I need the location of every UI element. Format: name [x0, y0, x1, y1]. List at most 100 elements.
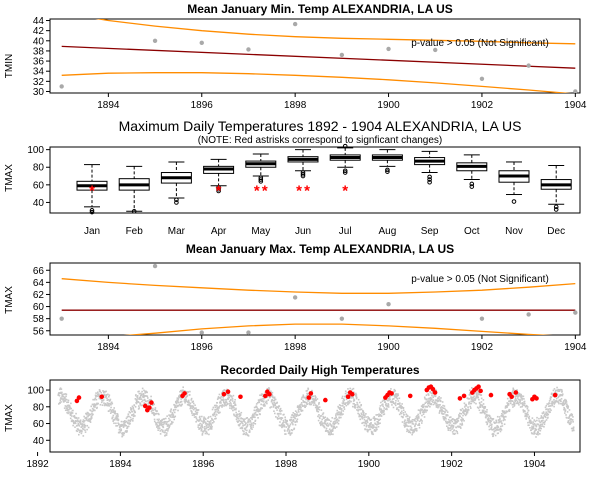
panel4-daily-point: [539, 433, 541, 435]
panel4-daily-point: [195, 417, 198, 420]
panel4-daily-point: [158, 424, 161, 427]
panel4-daily-point: [431, 392, 434, 395]
panel4-daily-point: [400, 406, 402, 409]
panel4-daily-point: [125, 417, 128, 420]
panel4-daily-point: [116, 417, 119, 420]
panel4-daily-point: [177, 397, 179, 400]
panel4-daily-point: [529, 419, 532, 422]
panel4-daily-point: [255, 406, 257, 408]
panel4-extreme-point: [476, 384, 481, 389]
panel4-daily-point: [561, 393, 564, 395]
panel4-daily-point: [392, 401, 394, 403]
panel4-daily-point: [246, 429, 248, 432]
panel4-daily-point: [516, 402, 519, 405]
panel4-daily-point: [267, 399, 270, 401]
panel4-daily-point: [214, 418, 216, 420]
panel2-outlier: [174, 197, 179, 203]
panel4-daily-point: [113, 422, 115, 425]
panel4-daily-point: [344, 392, 347, 395]
panel4-daily-point: [502, 419, 505, 422]
panel4-daily-point: [170, 423, 172, 425]
panel2-outlier: [553, 207, 559, 212]
panel4-daily-point: [365, 416, 367, 418]
panel4-daily-point: [70, 420, 73, 423]
panel4-daily-point: [426, 406, 429, 408]
panel4-daily-point: [493, 428, 495, 431]
panel4-daily-point: [423, 410, 425, 412]
panel4-daily-point: [460, 419, 462, 421]
panel4-daily-point: [430, 403, 433, 406]
panel4-daily-point: [285, 433, 287, 435]
panel4-daily-point: [203, 420, 206, 422]
panel4-daily-point: [314, 404, 317, 406]
panel4-daily-point: [68, 411, 70, 413]
panel4-daily-point: [373, 430, 376, 432]
panel4-daily-point: [248, 418, 250, 420]
panel4-daily-point: [525, 414, 528, 416]
panel4-title: Recorded Daily High Temperatures: [220, 363, 419, 377]
panel4-daily-point: [139, 396, 142, 399]
panel4-daily-point: [93, 403, 96, 405]
panel4-daily-point: [291, 420, 294, 422]
panel4-daily-point: [317, 410, 320, 413]
panel4-daily-point: [143, 389, 145, 392]
panel4-daily-point: [181, 392, 183, 395]
panel4-daily-point: [236, 416, 238, 418]
panel4-daily-point: [137, 408, 140, 410]
panel4-daily-point: [132, 417, 134, 420]
panel4-daily-point: [557, 396, 560, 399]
panel4-daily-point: [330, 424, 333, 427]
panel4-daily-point: [115, 422, 117, 425]
panel4-daily-point: [496, 425, 498, 427]
panel4-daily-point: [222, 390, 224, 393]
panel4-daily-point: [271, 395, 274, 398]
panel4-daily-point: [297, 411, 300, 413]
panel4-daily-point: [136, 396, 139, 399]
panel1-data-point: [339, 52, 345, 58]
panel4-daily-point: [163, 422, 166, 424]
panel4-daily-point: [209, 420, 212, 422]
panel4-daily-point: [565, 414, 567, 416]
panel4-daily-point: [311, 389, 313, 392]
panel4-daily-point: [378, 413, 380, 416]
panel4-daily-point: [142, 394, 145, 397]
panel4-daily-point: [306, 393, 309, 395]
panel4-daily-point: [568, 416, 571, 418]
panel2-frame: [49, 146, 581, 214]
panel4-daily-point: [95, 398, 98, 401]
panel4-daily-point: [516, 400, 519, 403]
panel3-x-tick-label: 1894: [97, 342, 120, 353]
panel4-daily-point: [538, 425, 541, 427]
panel4-daily-point: [226, 393, 228, 396]
panel4-daily-point: [424, 397, 426, 400]
panel4-daily-point: [271, 398, 274, 401]
panel4-daily-point: [473, 401, 476, 404]
panel4-daily-point: [461, 419, 463, 421]
panel4-daily-point: [61, 395, 64, 398]
panel4-daily-point: [126, 430, 128, 432]
panel4-daily-point: [74, 417, 77, 419]
panel4-daily-point: [502, 414, 504, 416]
panel4-daily-point: [202, 421, 205, 424]
panel4-daily-point: [166, 428, 168, 430]
panel4-daily-point: [287, 427, 290, 430]
panel4-daily-point: [228, 403, 231, 405]
panel4-daily-point: [402, 406, 405, 409]
panel4-daily-point: [351, 405, 354, 408]
panel4-daily-point: [329, 429, 332, 432]
panel4-daily-point: [331, 428, 334, 431]
panel4-daily-point: [114, 412, 116, 415]
panel4-daily-point: [84, 429, 86, 432]
panel4-daily-point: [121, 435, 124, 437]
panel4-daily-point: [312, 404, 315, 406]
panel4-daily-point: [428, 397, 431, 400]
panel4-daily-point: [75, 412, 77, 415]
panel4-daily-point: [193, 416, 196, 418]
panel3-y-tick-label: 58: [33, 314, 45, 325]
panel4-daily-point: [173, 416, 176, 418]
panel4-daily-point: [275, 416, 277, 418]
panel4-daily-point: [295, 415, 297, 418]
panel4-daily-point: [261, 393, 264, 396]
panel4-daily-point: [199, 426, 202, 429]
panel4-daily-point: [449, 427, 451, 430]
